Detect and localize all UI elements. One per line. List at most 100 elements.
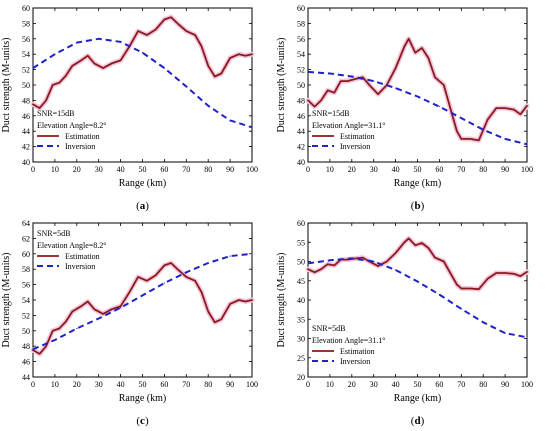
data-point-estimation <box>238 299 240 301</box>
data-point-estimation <box>495 272 497 274</box>
data-point-inversion <box>395 87 397 89</box>
data-point-estimation <box>229 57 231 59</box>
data-point-estimation <box>201 291 203 293</box>
data-point-estimation <box>251 53 253 55</box>
data-point-inversion <box>120 41 122 43</box>
x-tick-label: 90 <box>226 165 234 174</box>
data-point-estimation <box>307 268 309 270</box>
data-point-inversion <box>438 105 440 108</box>
data-point-estimation <box>102 67 104 69</box>
x-tick-label: 0 <box>31 165 35 174</box>
chart-panel-c: 0 10 20 30 40 50 60 70 80 90 100 44 46 48 50 52 54 56 58 60… <box>0 215 275 430</box>
data-point-estimation <box>214 75 216 78</box>
y-axis-label: Duct strength (M-units) <box>1 253 12 348</box>
data-point-estimation <box>52 84 54 86</box>
data-point-estimation <box>65 320 67 323</box>
data-point-estimation <box>163 264 165 266</box>
data-point-estimation <box>386 260 388 263</box>
data-point-estimation <box>87 300 89 303</box>
y-tick-label: 56 <box>297 35 305 44</box>
data-point-estimation <box>313 271 316 273</box>
data-point-estimation <box>176 22 179 24</box>
y-axis-label: Duct strength (M-units) <box>276 38 287 133</box>
series-line-estimation <box>32 262 253 355</box>
data-point-inversion <box>32 348 34 350</box>
data-point-estimation <box>120 305 122 307</box>
data-point-estimation <box>427 57 430 59</box>
chart-panel-b: 0 10 20 30 40 50 60 70 80 90 100 40 42 44 46 48 50 52 54 56… <box>275 0 550 215</box>
data-point-estimation <box>434 257 436 259</box>
data-point-estimation <box>52 330 54 332</box>
data-point-inversion <box>395 269 397 271</box>
data-point-inversion <box>76 42 78 44</box>
data-point-estimation <box>307 99 309 101</box>
panel-caption: (c) <box>136 415 149 427</box>
data-point-estimation <box>456 284 458 286</box>
data-point-estimation <box>170 262 172 264</box>
y-tick-label: 50 <box>22 81 30 90</box>
x-tick-label: 0 <box>31 380 35 389</box>
data-point-estimation <box>456 130 458 132</box>
y-tick-label: 54 <box>297 50 305 59</box>
data-point-estimation <box>377 265 379 267</box>
y-tick-label: 20 <box>297 373 305 382</box>
y-tick-label: 46 <box>297 112 305 121</box>
y-tick-label: 56 <box>22 281 30 290</box>
data-point-estimation <box>32 103 34 105</box>
y-tick-label: 60 <box>22 250 30 259</box>
x-tick-label: 90 <box>501 165 509 174</box>
data-point-inversion <box>351 75 353 78</box>
data-point-estimation <box>137 276 139 278</box>
y-tick-label: 35 <box>297 315 305 324</box>
data-point-estimation <box>519 275 522 277</box>
data-point-estimation <box>244 300 247 303</box>
data-point-inversion <box>460 117 462 119</box>
y-tick-label: 64 <box>22 219 30 228</box>
data-point-estimation <box>170 16 172 18</box>
data-point-inversion <box>373 80 375 82</box>
data-point-estimation <box>45 99 47 101</box>
x-tick-label: 30 <box>95 380 103 389</box>
data-point-estimation <box>80 59 82 61</box>
data-point-inversion <box>229 255 231 257</box>
data-point-estimation <box>128 291 130 293</box>
x-tick-label: 70 <box>182 380 190 389</box>
x-tick-label: 80 <box>204 165 212 174</box>
data-point-inversion <box>460 308 462 310</box>
series-band-estimation <box>30 260 255 357</box>
data-point-estimation <box>58 327 60 330</box>
annotation-text: Elevation Angle=31.1° <box>312 121 385 130</box>
data-point-estimation <box>504 107 506 109</box>
y-tick-label: 58 <box>22 265 30 274</box>
y-tick-label: 30 <box>297 335 305 344</box>
y-tick-label: 52 <box>22 66 30 75</box>
data-point-inversion <box>526 336 528 338</box>
data-point-estimation <box>395 252 397 254</box>
data-point-estimation <box>194 34 196 36</box>
data-point-estimation <box>355 78 357 80</box>
x-tick-label: 10 <box>326 380 334 389</box>
data-point-inversion <box>32 67 34 69</box>
y-tick-label: 56 <box>22 35 30 44</box>
data-point-estimation <box>185 276 187 278</box>
x-tick-label: 20 <box>348 165 356 174</box>
legend-label-inversion: Inversion <box>340 142 370 151</box>
data-point-estimation <box>414 244 416 246</box>
data-point-estimation <box>395 67 397 69</box>
legend-label-estimation: Estimation <box>340 132 375 141</box>
x-tick-label: 0 <box>306 380 310 389</box>
data-point-estimation <box>38 107 41 109</box>
x-tick-label: 60 <box>160 165 168 174</box>
data-point-estimation <box>362 76 364 78</box>
data-point-estimation <box>449 107 451 109</box>
y-tick-label: 58 <box>22 19 30 28</box>
data-point-estimation <box>71 65 74 67</box>
x-axis-label: Range (km) <box>119 393 167 404</box>
y-tick-label: 44 <box>297 127 305 136</box>
data-point-estimation <box>229 303 231 305</box>
y-axis-label: Duct strength (M-units) <box>1 38 12 133</box>
data-point-inversion <box>416 280 419 283</box>
data-point-inversion <box>54 339 56 341</box>
data-point-estimation <box>45 345 47 347</box>
y-tick-label: 60 <box>297 4 305 13</box>
